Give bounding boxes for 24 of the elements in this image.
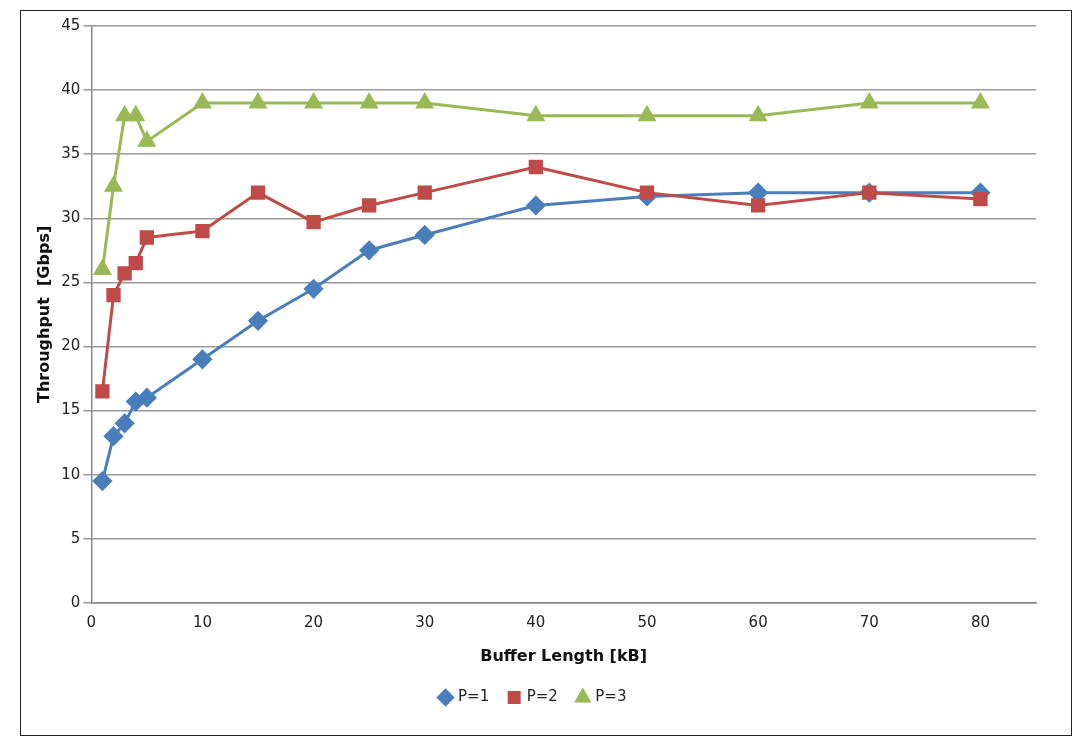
y-tick-label: 15 xyxy=(61,400,81,419)
x-tick-label: 30 xyxy=(415,612,435,631)
y-axis-title: Throughput [Gbps] xyxy=(33,225,53,404)
x-tick-label: 60 xyxy=(748,612,768,631)
legend-label: P=2 xyxy=(526,687,558,706)
y-tick-label: 20 xyxy=(61,336,81,355)
legend-label: P=3 xyxy=(595,687,627,706)
y-tick-label: 25 xyxy=(61,272,81,291)
x-tick-label: 0 xyxy=(86,612,97,631)
y-tick-label: 5 xyxy=(70,528,81,547)
x-tick-label: 40 xyxy=(526,612,546,631)
x-tick-label: 70 xyxy=(859,612,879,631)
legend-label: P=1 xyxy=(458,687,490,706)
x-axis-title: Buffer Length [kB] xyxy=(480,645,648,665)
y-tick-label: 45 xyxy=(61,15,81,34)
y-tick-label: 30 xyxy=(61,208,81,227)
x-tick-label: 50 xyxy=(637,612,657,631)
y-tick-label: 10 xyxy=(61,464,81,483)
x-tick-label: 80 xyxy=(970,612,990,631)
x-tick-label: 10 xyxy=(192,612,212,631)
y-tick-label: 0 xyxy=(70,592,81,611)
y-tick-label: 35 xyxy=(61,144,81,163)
x-tick-label: 20 xyxy=(304,612,324,631)
y-tick-label: 40 xyxy=(61,79,81,98)
